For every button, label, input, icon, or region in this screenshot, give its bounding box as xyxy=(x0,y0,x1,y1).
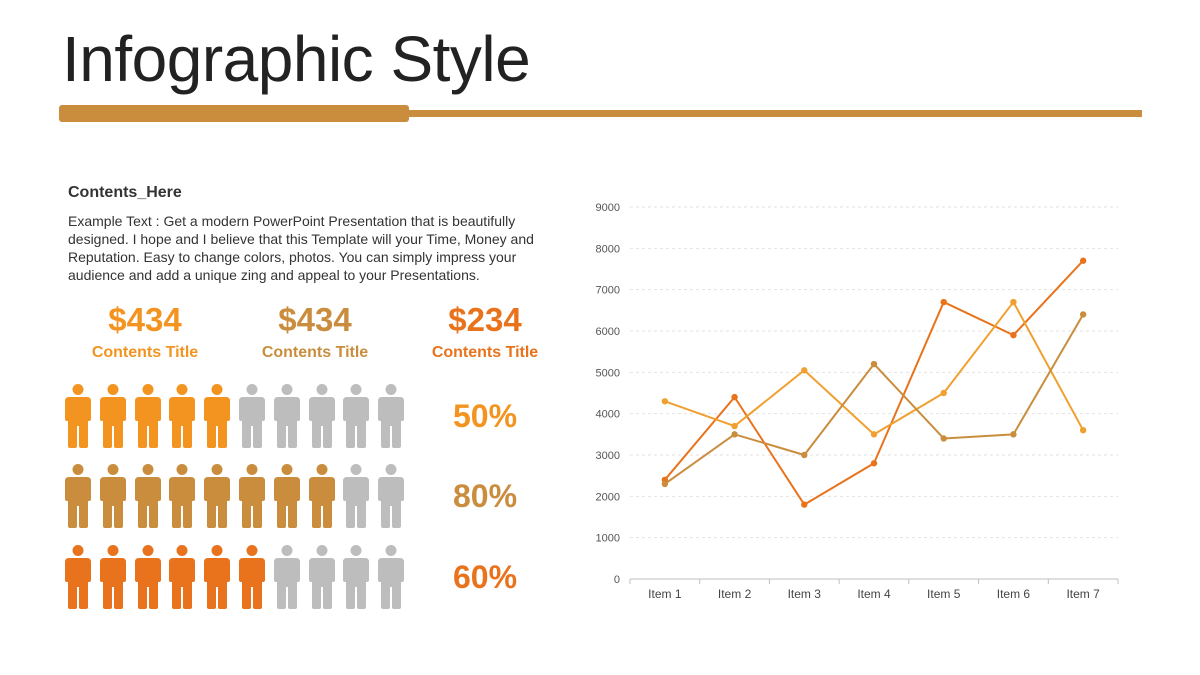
stat-label: Contents Title xyxy=(431,344,539,361)
series-1-point xyxy=(801,501,808,508)
x-tick-label: Item 7 xyxy=(1066,587,1100,601)
series-2-point xyxy=(1079,427,1087,434)
series-1-point xyxy=(870,460,878,467)
series-1-point xyxy=(1010,331,1017,339)
stat-value: $434 xyxy=(108,301,182,338)
person-icon xyxy=(377,384,405,448)
stat-label: Contents Title xyxy=(91,344,199,361)
y-tick-label: 3000 xyxy=(596,450,620,462)
person-icon xyxy=(64,545,92,609)
stat-value: $434 xyxy=(278,301,352,338)
person-icon xyxy=(99,545,127,609)
title-underline-accent xyxy=(59,105,409,122)
person-icon xyxy=(64,464,92,528)
stat-value: $234 xyxy=(448,301,522,338)
series-1-point xyxy=(731,393,738,401)
person-icon xyxy=(342,464,370,528)
series-3-point xyxy=(870,360,878,368)
contents-body-text: Example Text : Get a modern PowerPoint P… xyxy=(68,213,534,283)
series-3-point xyxy=(661,480,669,488)
stat-block-1: $434 Contents Title xyxy=(60,300,230,362)
series-line-1 xyxy=(664,260,1084,506)
series-2-point xyxy=(1010,298,1017,306)
page-title: Infographic Style xyxy=(62,23,531,95)
y-tick-label: 8000 xyxy=(596,243,620,255)
person-icon xyxy=(203,384,231,448)
stat-block-2: $434 Contents Title xyxy=(230,300,400,362)
person-icon xyxy=(308,464,336,528)
y-tick-label: 6000 xyxy=(596,326,620,338)
series-3-point xyxy=(801,451,808,459)
person-icon xyxy=(168,464,196,528)
series-2-point xyxy=(801,367,808,374)
series-3-point xyxy=(731,431,738,438)
person-icon xyxy=(238,545,266,609)
y-tick-label: 4000 xyxy=(596,409,620,421)
person-icon xyxy=(342,384,370,448)
person-icon xyxy=(273,384,301,448)
x-tick-label: Item 5 xyxy=(927,587,961,601)
person-icon xyxy=(168,545,196,609)
person-icon xyxy=(134,464,162,528)
person-icon xyxy=(203,545,231,609)
y-tick-label: 1000 xyxy=(596,533,620,545)
person-icon xyxy=(238,464,266,528)
person-icon xyxy=(99,384,127,448)
series-1-point xyxy=(940,298,947,306)
percent-label-1: 50% xyxy=(452,398,518,434)
series-2-point xyxy=(940,389,947,397)
person-icon xyxy=(64,384,92,448)
y-tick-label: 5000 xyxy=(596,367,620,379)
series-line-2 xyxy=(664,301,1085,436)
x-tick-label: Item 3 xyxy=(788,587,822,601)
person-icon xyxy=(377,464,405,528)
series-2-point xyxy=(870,431,878,438)
person-icon xyxy=(99,464,127,528)
series-2-point xyxy=(731,422,738,430)
y-tick-label: 0 xyxy=(614,574,620,586)
series-1-point xyxy=(1079,257,1087,264)
person-icon xyxy=(238,384,266,448)
y-tick-label: 9000 xyxy=(596,202,620,214)
x-tick-label: Item 4 xyxy=(857,587,891,601)
series-2-point xyxy=(661,398,669,405)
person-icon xyxy=(134,545,162,609)
series-3-point xyxy=(1010,431,1017,438)
x-tick-label: Item 2 xyxy=(718,587,752,601)
person-icon xyxy=(273,464,301,528)
person-icon xyxy=(134,384,162,448)
percent-label-2: 80% xyxy=(452,478,518,514)
contents-heading: Contents_Here xyxy=(68,184,182,201)
person-icon xyxy=(168,384,196,448)
person-icon xyxy=(342,545,370,609)
percent-label-3: 60% xyxy=(452,559,518,595)
series-3-point xyxy=(1079,311,1087,318)
x-tick-label: Item 6 xyxy=(997,587,1031,601)
title-underline xyxy=(62,110,1142,117)
person-icon xyxy=(377,545,405,609)
person-icon xyxy=(308,545,336,609)
y-tick-label: 7000 xyxy=(596,285,620,297)
line-chart: 0 1000 2000 3000 4000 5000 6000 7000 8000 9000 Ite… xyxy=(596,202,1119,601)
person-icon xyxy=(308,384,336,448)
stat-block-3: $234 Contents Title xyxy=(400,300,570,362)
series-line-3 xyxy=(664,313,1085,485)
x-tick-label: Item 1 xyxy=(648,587,682,601)
person-icon xyxy=(273,545,301,609)
person-icon xyxy=(203,464,231,528)
series-3-point xyxy=(940,435,947,442)
y-tick-label: 2000 xyxy=(596,491,620,503)
stat-label: Contents Title xyxy=(261,344,369,361)
